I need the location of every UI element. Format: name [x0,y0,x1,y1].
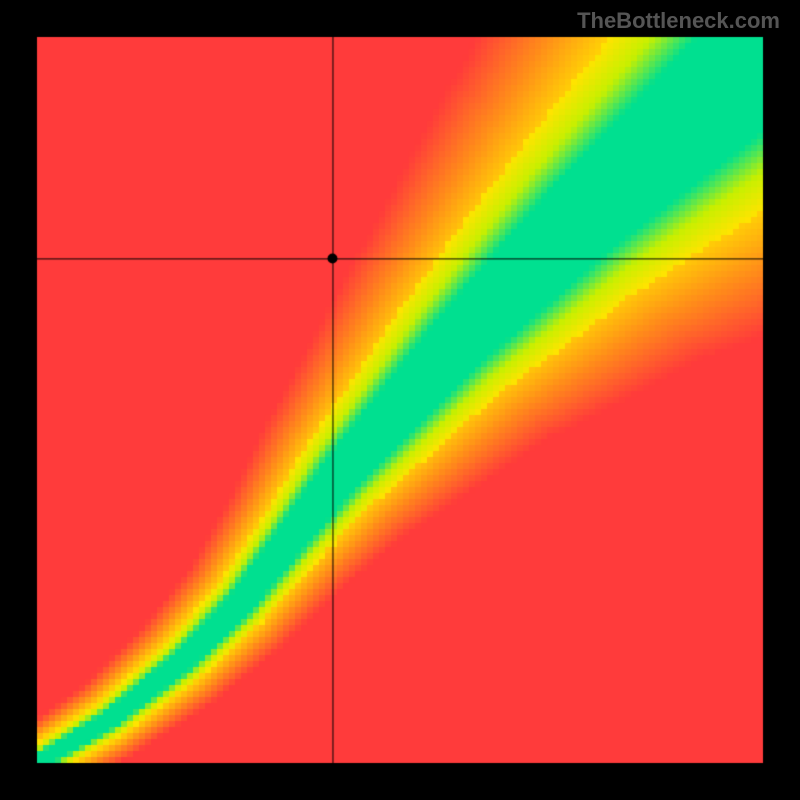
bottleneck-heatmap [0,0,800,800]
watermark-text: TheBottleneck.com [577,8,780,34]
chart-container: TheBottleneck.com [0,0,800,800]
